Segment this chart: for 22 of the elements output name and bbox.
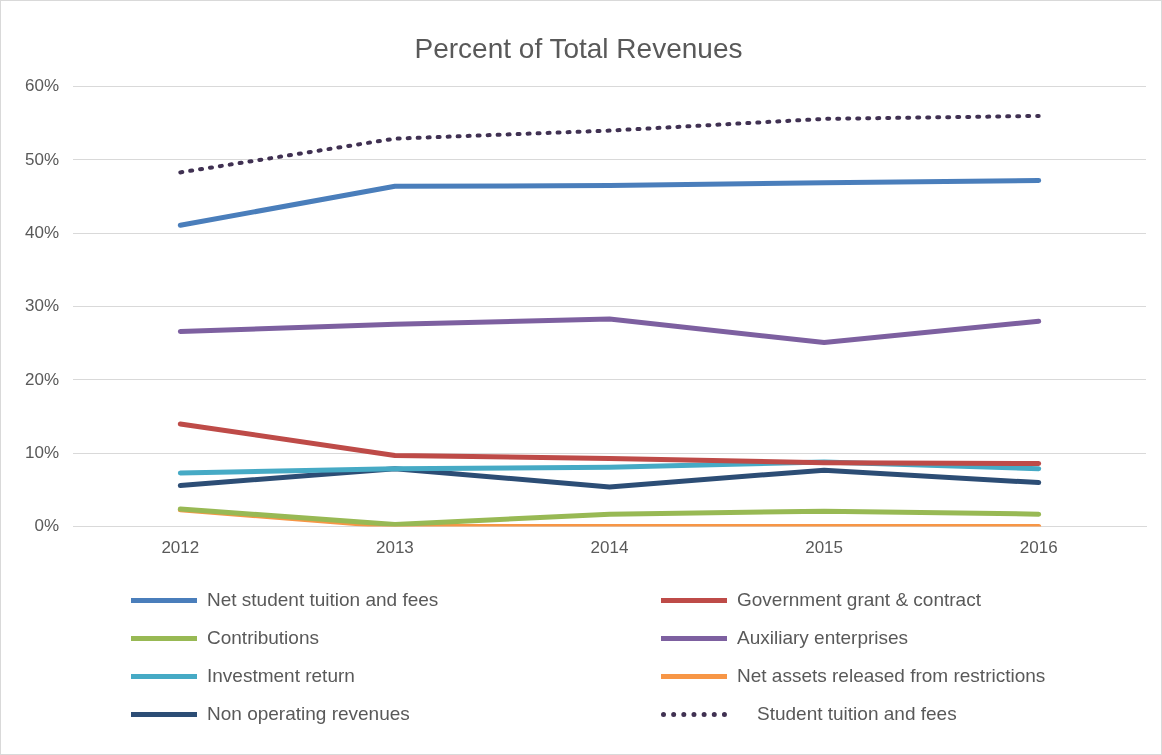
legend-label: Student tuition and fees [757, 703, 957, 725]
legend-label: Investment return [207, 665, 355, 687]
y-tick-label: 50% [24, 149, 60, 169]
legend-label: Auxiliary enterprises [737, 627, 909, 649]
legend-label: Contributions [207, 627, 319, 649]
chart-title: Percent of Total Revenues [414, 32, 743, 64]
y-tick-label: 10% [24, 442, 60, 462]
legend-label: Net assets released from restrictions [737, 665, 1046, 687]
x-tick-label: 2013 [376, 538, 414, 558]
x-tick-label: 2016 [1019, 538, 1058, 558]
legend-label: Government grant & contract [737, 589, 981, 611]
y-tick-label: 20% [24, 369, 60, 389]
y-tick-label: 40% [24, 222, 60, 242]
line-series [178, 113, 1041, 175]
x-tick-label: 2015 [805, 538, 844, 558]
x-tick-label: 2014 [590, 538, 629, 558]
legend-label: Net student tuition and fees [207, 589, 439, 611]
y-tick-label: 30% [24, 296, 60, 316]
x-tick-label: 2012 [161, 538, 200, 558]
y-tick-label: 60% [24, 76, 60, 96]
legend-label: Non operating revenues [207, 703, 410, 725]
y-tick-label: 0% [34, 516, 60, 536]
